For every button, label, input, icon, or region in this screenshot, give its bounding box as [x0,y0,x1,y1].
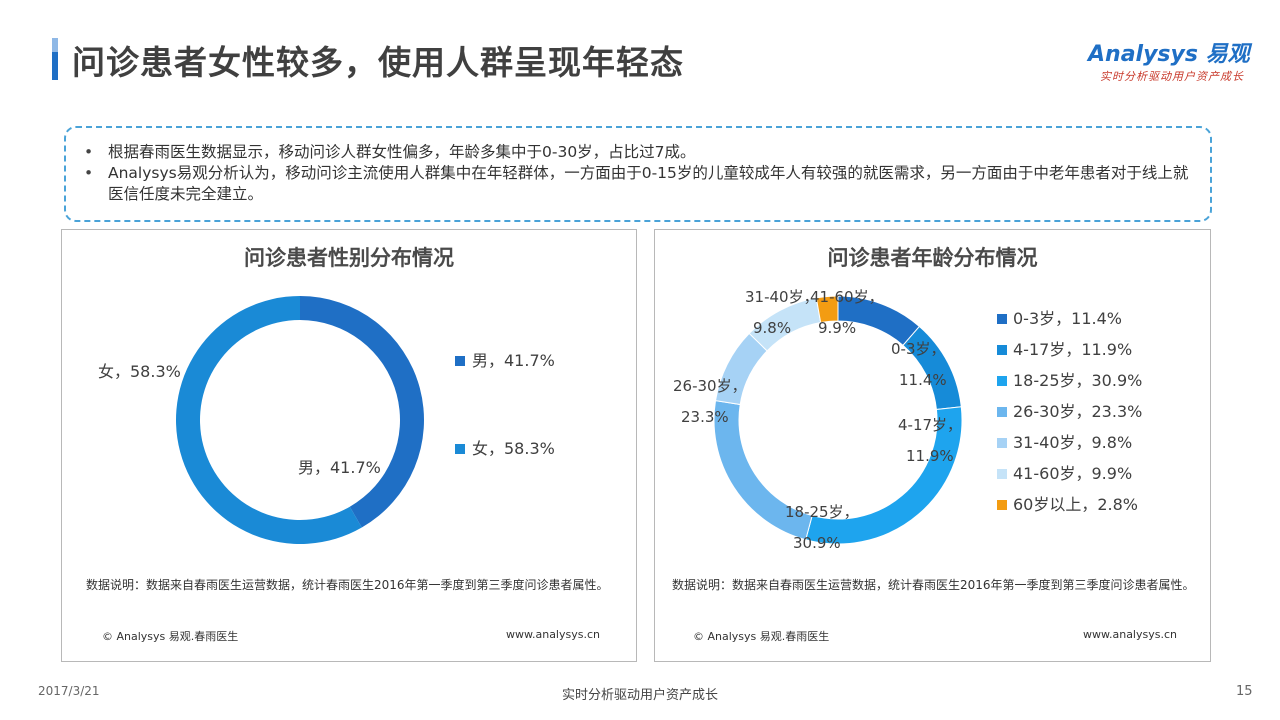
gender-chart-title: 问诊患者性别分布情况 [244,246,454,270]
gender-site-link[interactable]: www.analysys.cn [506,628,600,641]
data-label-1-1: 11.9% [906,447,954,465]
legend-label-1: 4-17岁，11.9% [1013,340,1132,359]
logo-text: Analysys 易观 [1088,42,1250,67]
age-data-note: 数据说明：数据来自春雨医生运营数据，统计春雨医生2016年第一季度到第三季度问诊… [672,578,1195,592]
legend-label-5: 41-60岁，9.9% [1013,464,1132,483]
legend-swatch-3 [997,407,1007,417]
title-accent-bar-light [52,38,58,52]
summary-bullet: 根据春雨医生数据显示，移动问诊人群女性偏多，年龄多集中于0-30岁，占比过7成。 [84,142,1194,163]
data-label-5-0: 41-60岁， [810,288,884,306]
data-label-0-1: 11.4% [899,371,947,389]
data-label-4-0: 31-40岁， [745,288,819,306]
donut-slice-0 [300,296,425,528]
legend-swatch-5 [997,469,1007,479]
page-title: 问诊患者女性较多，使用人群呈现年轻态 [72,43,684,82]
data-label-0: 男，41.7% [298,458,381,477]
footer-date: 2017/3/21 [38,684,100,698]
logo-tagline: 实时分析驱动用户资产成长 [1100,70,1244,83]
data-label-5-1: 9.9% [818,319,856,337]
age-site-link[interactable]: www.analysys.cn [1083,628,1177,641]
summary-bullet: Analysys易观分析认为，移动问诊主流使用人群集中在年轻群体，一方面由于0-… [84,163,1194,205]
legend-swatch-2 [997,376,1007,386]
data-label-2-1: 30.9% [793,534,841,552]
legend-label-0: 0-3岁，11.4% [1013,309,1122,328]
legend-swatch-0 [455,356,465,366]
legend-label-3: 26-30岁，23.3% [1013,402,1142,421]
page-number: 15 [1236,684,1253,699]
data-label-0-0: 0-3岁， [891,340,946,358]
donut-slice-1 [176,296,362,544]
legend-label-0: 男，41.7% [472,351,555,370]
age-donut-chart: 0-3岁，11.4%4-17岁，11.9%18-25岁，30.9%26-30岁，… [673,288,1142,552]
gender-chart-panel: 问诊患者性别分布情况 男，41.7% 女，58.3% 男，41.7% 女，58.3% … [61,229,637,662]
donut-slice-6 [815,295,839,324]
age-chart-title: 问诊患者年龄分布情况 [827,246,1038,270]
data-label-1: 女，58.3% [98,362,181,381]
title-accent-bar [52,38,58,80]
legend-swatch-6 [997,500,1007,510]
legend-swatch-1 [997,345,1007,355]
data-label-3-0: 26-30岁， [673,377,747,395]
legend-swatch-1 [455,444,465,454]
analysys-logo: Analysys 易观 实时分析驱动用户资产成长 [1088,36,1250,86]
legend-label-4: 31-40岁，9.8% [1013,433,1132,452]
gender-data-note: 数据说明：数据来自春雨医生运营数据，统计春雨医生2016年第一季度到第三季度问诊… [86,578,609,592]
legend-label-1: 女，58.3% [472,439,555,458]
data-label-1-0: 4-17岁， [898,416,962,434]
age-chart-panel: 问诊患者年龄分布情况 0-3岁， 11.4% 4-17岁， 11.9% 18-25岁， 3… [654,229,1211,662]
legend-swatch-0 [997,314,1007,324]
summary-list: 根据春雨医生数据显示，移动问诊人群女性偏多，年龄多集中于0-30岁，占比过7成。… [84,142,1194,205]
data-label-3-1: 23.3% [681,408,729,426]
data-label-4-1: 9.8% [753,319,791,337]
gender-copyright: © Analysys 易观.春雨医生 [102,630,239,643]
legend-label-2: 18-25岁，30.9% [1013,371,1142,390]
summary-box: 根据春雨医生数据显示，移动问诊人群女性偏多，年龄多集中于0-30岁，占比过7成。… [64,126,1212,222]
data-label-2-0: 18-25岁， [785,503,859,521]
legend-label-6: 60岁以上，2.8% [1013,495,1138,514]
legend-swatch-4 [997,438,1007,448]
donut-slice-1 [902,325,962,410]
gender-donut-chart: 男，41.7% 女，58.3% 男，41.7% 女，58.3% [98,296,555,544]
age-copyright: © Analysys 易观.春雨医生 [693,630,830,643]
footer-tagline: 实时分析驱动用户资产成长 [561,688,718,703]
